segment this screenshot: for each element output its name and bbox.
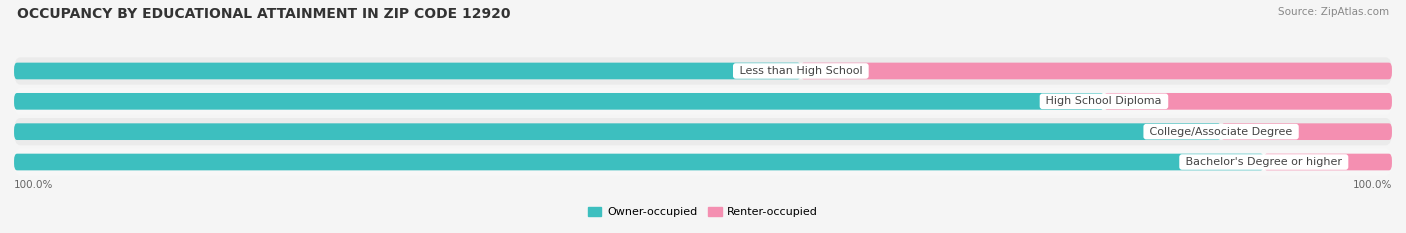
Text: Less than High School: Less than High School xyxy=(735,66,866,76)
Text: 90.7%: 90.7% xyxy=(1205,157,1243,167)
Text: 79.1%: 79.1% xyxy=(1045,96,1083,106)
FancyBboxPatch shape xyxy=(14,154,1264,170)
Text: 87.6%: 87.6% xyxy=(1161,127,1201,137)
Text: 100.0%: 100.0% xyxy=(1353,180,1392,190)
Text: College/Associate Degree: College/Associate Degree xyxy=(1146,127,1296,137)
FancyBboxPatch shape xyxy=(1104,93,1392,110)
FancyBboxPatch shape xyxy=(14,63,801,79)
Text: 57.1%: 57.1% xyxy=(741,66,780,76)
FancyBboxPatch shape xyxy=(14,57,1392,85)
Text: OCCUPANCY BY EDUCATIONAL ATTAINMENT IN ZIP CODE 12920: OCCUPANCY BY EDUCATIONAL ATTAINMENT IN Z… xyxy=(17,7,510,21)
FancyBboxPatch shape xyxy=(14,93,1104,110)
FancyBboxPatch shape xyxy=(14,123,1220,140)
FancyBboxPatch shape xyxy=(1220,123,1392,140)
FancyBboxPatch shape xyxy=(14,88,1392,115)
Legend: Owner-occupied, Renter-occupied: Owner-occupied, Renter-occupied xyxy=(583,202,823,222)
Text: Source: ZipAtlas.com: Source: ZipAtlas.com xyxy=(1278,7,1389,17)
FancyBboxPatch shape xyxy=(801,63,1392,79)
FancyBboxPatch shape xyxy=(1264,154,1392,170)
Text: 100.0%: 100.0% xyxy=(14,180,53,190)
Text: High School Diploma: High School Diploma xyxy=(1042,96,1166,106)
Text: Bachelor's Degree or higher: Bachelor's Degree or higher xyxy=(1182,157,1346,167)
FancyBboxPatch shape xyxy=(14,148,1392,176)
FancyBboxPatch shape xyxy=(14,118,1392,145)
